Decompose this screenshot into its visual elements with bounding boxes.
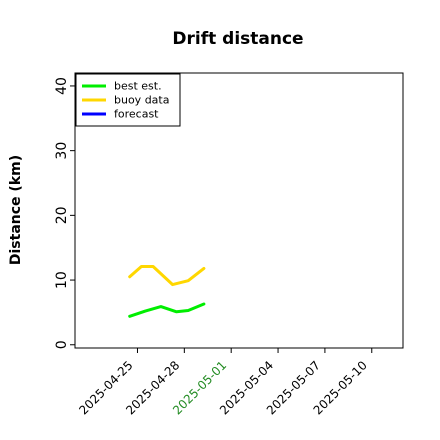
y-tick-label: 20 <box>54 206 70 224</box>
series-line-buoy-data <box>128 265 206 287</box>
y-tick-label: 40 <box>54 77 70 95</box>
plot-frame <box>74 72 404 349</box>
y-axis-label: Distance (km) <box>8 155 24 265</box>
plot-area: 0102030402025-04-252025-04-282025-05-012… <box>54 72 404 417</box>
y-tick-label: 0 <box>54 340 70 349</box>
chart-title: Drift distance <box>172 29 303 49</box>
legend-label: buoy data <box>114 94 169 107</box>
y-tick-label: 10 <box>54 271 70 289</box>
y-tick-label: 30 <box>54 142 70 160</box>
series-line-best-est <box>128 302 206 318</box>
legend-label: best est. <box>114 80 162 93</box>
legend-label: forecast <box>114 108 159 121</box>
